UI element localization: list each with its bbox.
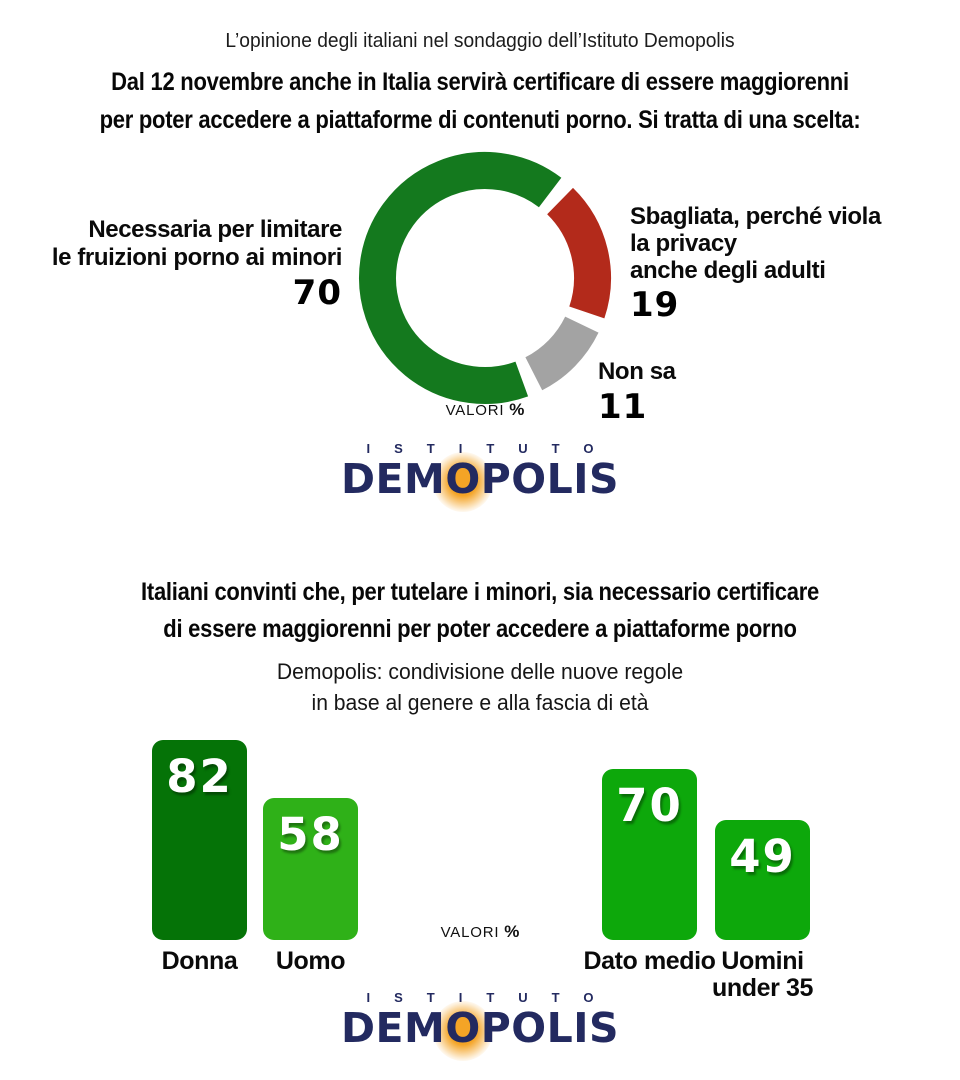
bar-donna: 82 <box>152 740 247 940</box>
bar-uomini-under-35: 49 <box>715 820 810 940</box>
donut-label-right: Sbagliata, perché viola la privacy anche… <box>630 203 881 324</box>
donut-value-nonsa: 11 <box>598 387 648 427</box>
bar-label: Dato medio <box>583 947 716 975</box>
bar-dato-medio: 70 <box>602 769 697 940</box>
donut-value-necessaria: 70 <box>292 273 342 313</box>
bar-label: Uomini under 35 <box>712 947 813 1002</box>
logo-orange-o-icon: O <box>445 1004 481 1052</box>
logo-brand-post: POLIS <box>480 1004 619 1052</box>
valori-word: VALORI <box>445 402 505 419</box>
donut-label-right-line-1: Sbagliata, perché viola <box>630 203 881 230</box>
donut-label-right-line-3: anche degli adulti <box>630 257 826 284</box>
logo-brand-text: DEM O POLIS <box>341 457 619 501</box>
headline-line-1: Dal 12 novembre anche in Italia servirà … <box>111 68 849 96</box>
logo-brand-pre: DEM <box>340 455 446 503</box>
bar-value: 70 <box>616 779 683 832</box>
bar-value: 49 <box>729 830 796 883</box>
bar-group-right: 70 Dato medio 49 Uomini under 35 <box>583 725 813 1002</box>
logo-orange-o-icon: O <box>445 455 481 503</box>
logo-istituto-text: ISTITUTO <box>366 990 618 1005</box>
donut-segment-2 <box>524 316 599 391</box>
logo-istituto-text: ISTITUTO <box>366 441 618 456</box>
section2-heading-line-1: Italiani convinti che, per tutelare i mi… <box>141 578 819 606</box>
section2-heading-line-2: di essere maggiorenni per poter accedere… <box>163 615 797 643</box>
percent-sign: % <box>509 400 525 419</box>
donut-label-right-line-2: la privacy <box>630 230 737 257</box>
bar-label: Uomo <box>275 947 346 975</box>
bar-wrap-uomini-under-35: 49 Uomini under 35 <box>712 725 813 1002</box>
demopolis-logo-bottom: ISTITUTO DEM O POLIS <box>0 990 960 1050</box>
logo-brand-text: DEM O POLIS <box>341 1006 619 1050</box>
donut-label-nonsa-line-1: Non sa <box>598 358 676 385</box>
section2-subtitle-line-1: Demopolis: condivisione delle nuove rego… <box>276 659 684 684</box>
valori-note-top: VALORI % <box>345 400 625 420</box>
valori-note-bottom: VALORI % <box>340 922 620 942</box>
donut-value-sbagliata: 19 <box>630 285 680 325</box>
section2-subtitle-line-2: in base al genere e alla fascia di età <box>311 690 649 715</box>
logo-brand-pre: DEM <box>340 1004 446 1052</box>
donut-label-left-line-2: le fruizioni porno ai minori <box>51 244 343 271</box>
bar-uomo: 58 <box>263 798 358 940</box>
logo-brand-post: POLIS <box>480 455 619 503</box>
bar-wrap-uomo: 58 Uomo <box>263 725 358 975</box>
bar-group-left: 82 Donna 58 Uomo <box>152 725 358 975</box>
headline-line-2: per poter accedere a piattaforme di cont… <box>99 106 861 134</box>
bar-wrap-donna: 82 Donna <box>152 725 247 975</box>
donut-segment-0 <box>359 152 562 404</box>
percent-sign: % <box>504 922 520 941</box>
donut-label-left-line-1: Necessaria per limitare <box>88 216 342 243</box>
demopolis-logo-top: ISTITUTO DEM O POLIS <box>0 441 960 501</box>
bar-value: 82 <box>166 750 233 803</box>
bar-label: Donna <box>161 947 238 975</box>
valori-word: VALORI <box>440 924 500 941</box>
bar-wrap-dato-medio: 70 Dato medio <box>583 725 716 975</box>
donut-label-left: Necessaria per limitare le fruizioni por… <box>51 216 343 313</box>
bar-value: 58 <box>277 808 344 861</box>
donut-segment-1 <box>546 187 611 319</box>
kicker-text: L’opinione degli italiani nel sondaggio … <box>225 30 735 52</box>
donut-chart <box>359 152 611 404</box>
donut-label-nonsa: Non sa 11 <box>598 358 676 426</box>
